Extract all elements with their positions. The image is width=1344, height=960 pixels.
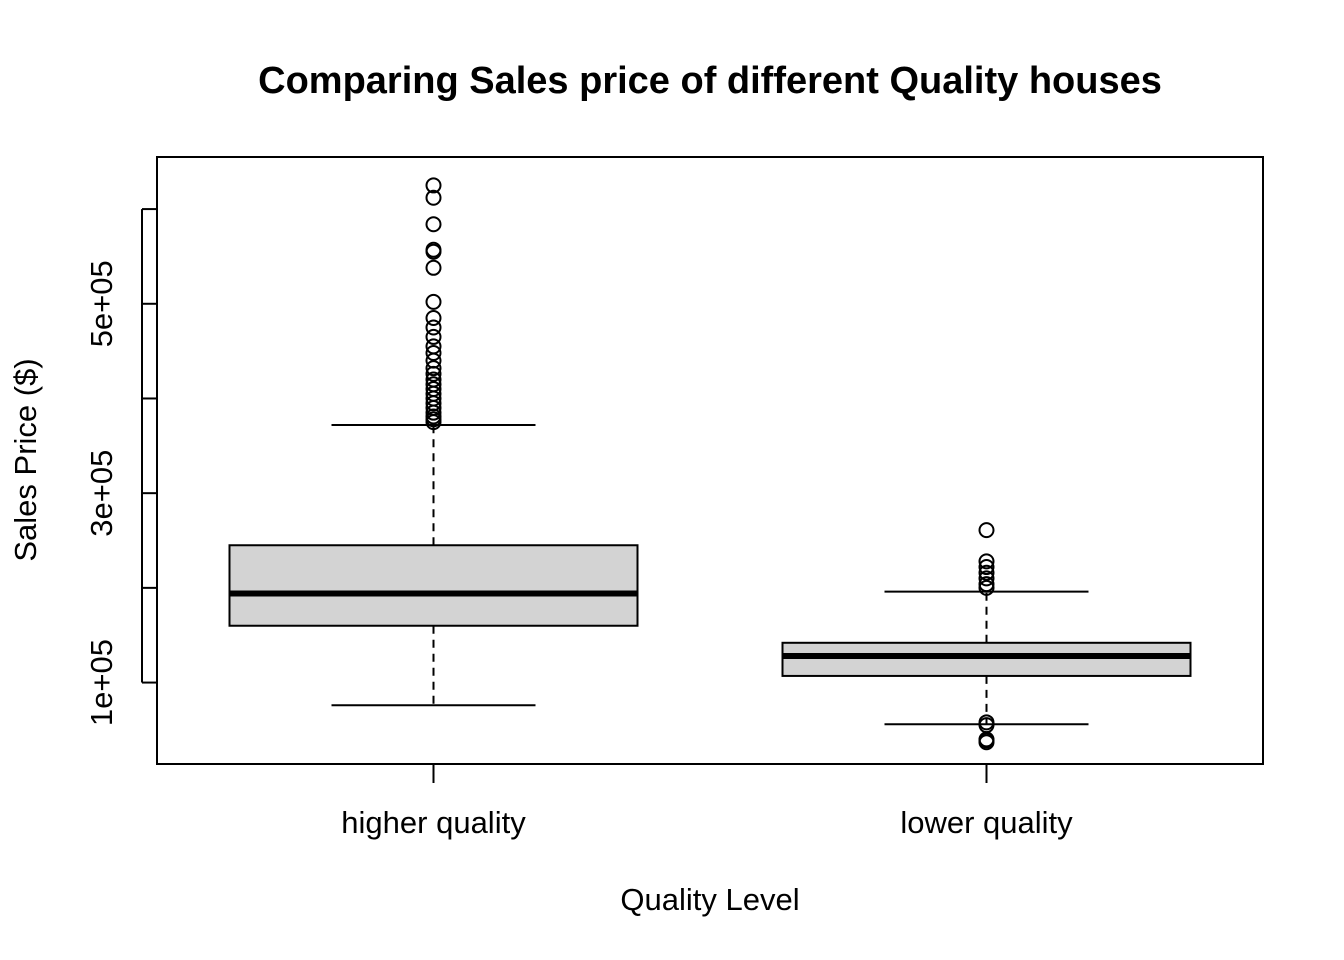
outlier-point [425,259,442,276]
plot-frame [156,156,1264,765]
outlier-point [425,328,442,345]
y-tick-label: 3e+05 [84,450,119,537]
chart-title: Comparing Sales price of different Quali… [258,60,1162,102]
box-higher-quality [228,177,639,707]
x-axis-label: Quality Level [620,882,799,917]
box-iqr [228,544,639,627]
outlier-point [425,371,442,388]
outlier-point [978,714,995,731]
outlier-point [978,553,995,570]
outlier-point [425,216,442,233]
outlier-point [425,360,442,377]
box-lower-quality [781,522,1192,751]
x-tick-label: higher quality [341,805,526,840]
outlier-point [425,241,442,258]
outlier-point [978,570,995,587]
box-iqr [781,641,1192,677]
outlier-point [425,189,442,206]
y-tick-label: 1e+05 [84,639,119,726]
outlier-point [425,319,442,336]
x-axis: higher quality lower quality [341,764,1073,840]
outlier-point [425,376,442,393]
outlier-point [978,564,995,581]
y-axis-label: Sales Price ($) [8,358,43,561]
outlier-point [425,309,442,326]
outlier-point [978,522,995,539]
outlier-point [978,559,995,576]
y-tick-label: 5e+05 [84,260,119,347]
outlier-point [425,381,442,398]
y-axis: 1e+05 3e+05 5e+05 [84,208,157,726]
outlier-point [978,576,995,593]
boxes-group [228,177,1192,751]
outlier-point [425,338,442,355]
outlier-point [425,293,442,310]
outlier-point [425,345,442,362]
x-tick-label: lower quality [900,805,1073,840]
outlier-point [425,177,442,194]
